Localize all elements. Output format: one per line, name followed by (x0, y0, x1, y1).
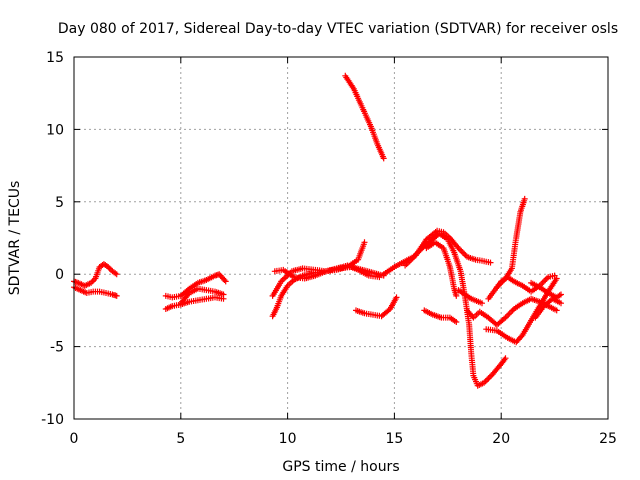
y-axis-label: SDTVAR / TECUs (7, 181, 23, 296)
data-segment (353, 294, 400, 320)
plus-markers (353, 294, 400, 320)
plus-markers (455, 287, 485, 307)
data-marks (71, 72, 564, 389)
y-tick-labels: -10 -5 0 5 10 15 (41, 50, 64, 428)
data-segment (483, 275, 560, 346)
plus-markers (71, 261, 120, 289)
data-segment (455, 287, 485, 307)
x-tick-label: 20 (492, 431, 510, 447)
data-segment (532, 295, 564, 321)
data-segment (177, 285, 227, 307)
x-tick-label: 15 (385, 431, 403, 447)
plus-markers (71, 284, 120, 299)
plus-markers (493, 195, 528, 291)
plus-markers (483, 275, 560, 346)
plus-markers (342, 72, 387, 162)
data-segment (342, 72, 387, 162)
plus-markers (402, 227, 494, 269)
y-tick-label: -5 (50, 340, 64, 356)
tick-marks (73, 56, 609, 420)
data-segment (402, 227, 494, 269)
x-tick-labels: 0 5 10 15 20 25 (70, 431, 617, 447)
plus-markers (162, 271, 229, 301)
plus-markers (532, 295, 564, 321)
data-segment (71, 261, 120, 289)
y-tick-label: 10 (46, 122, 64, 138)
plus-markers (421, 307, 460, 325)
x-tick-label: 10 (279, 431, 297, 447)
data-segment (71, 284, 120, 299)
data-segment (271, 262, 383, 282)
y-tick-label: 15 (46, 50, 64, 66)
data-segment (493, 195, 528, 291)
x-tick-label: 0 (70, 431, 79, 447)
x-axis-label: GPS time / hours (282, 459, 399, 475)
plus-markers (162, 294, 227, 312)
plus-markers (528, 279, 564, 301)
data-segment (423, 239, 460, 299)
x-tick-label: 5 (176, 431, 185, 447)
plus-markers (271, 262, 383, 282)
grid-lines (74, 57, 608, 419)
plus-markers (423, 239, 460, 299)
chart-title: Day 080 of 2017, Sidereal Day-to-day VTE… (58, 21, 618, 37)
data-segment (528, 279, 564, 301)
y-tick-label: -10 (41, 412, 64, 428)
data-segment (162, 294, 227, 312)
plot-frame (73, 56, 609, 420)
y-tick-label: 0 (55, 267, 64, 283)
data-segment (421, 307, 460, 325)
y-tick-label: 5 (55, 195, 64, 211)
plus-markers (177, 285, 227, 307)
x-tick-label: 25 (599, 431, 617, 447)
data-segment (162, 271, 229, 301)
